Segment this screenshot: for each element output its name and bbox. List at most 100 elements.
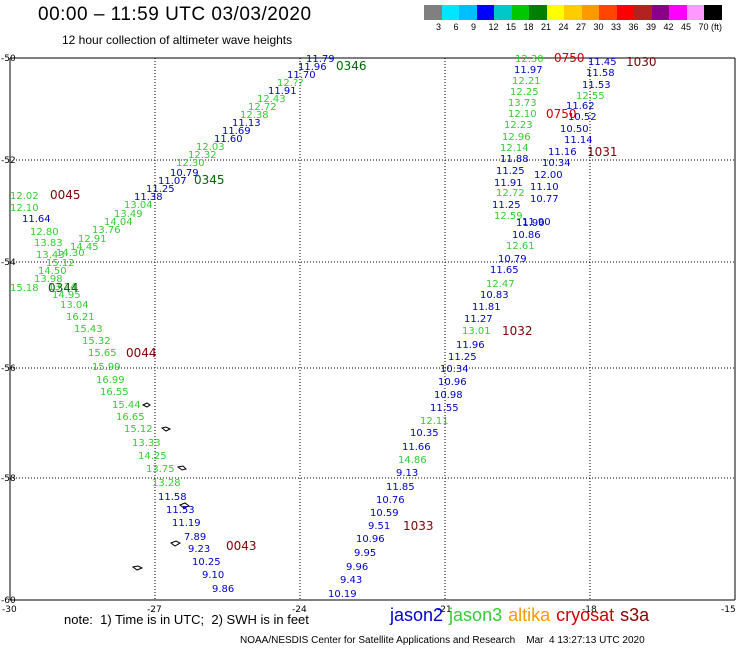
swh-value-label: 12.43 — [257, 94, 286, 105]
swh-value-label: 11.58 — [158, 492, 187, 503]
swh-value-label: 13.04 — [60, 300, 89, 311]
swh-value-label: 14.25 — [138, 451, 167, 462]
credit-line: NOAA/NESDIS Center for Satellite Applica… — [240, 635, 645, 646]
swh-value-label: 11.69 — [222, 126, 251, 137]
swh-value-label: 11.25 — [146, 184, 175, 195]
colorbar-label: 36 — [628, 22, 639, 32]
swh-value-label: 12.10 — [10, 203, 39, 214]
swh-value-label: 11.10 — [530, 182, 559, 193]
island — [178, 502, 191, 509]
swh-value-label: 16.99 — [96, 375, 125, 386]
lat-tick-label: -60 — [1, 596, 16, 606]
colorbar-swatch — [634, 5, 652, 20]
swh-value-label: 11.88 — [500, 154, 529, 165]
swh-value-label: 15.12 — [124, 424, 153, 435]
swh-value-label: 10.59 — [370, 508, 399, 519]
colorbar-swatch — [704, 5, 722, 20]
swh-value-label: 9.51 — [368, 521, 390, 532]
swh-value-label: 12.00 — [534, 170, 563, 181]
colorbar-label: 9 — [471, 22, 477, 32]
swh-value-label: 10.83 — [480, 290, 509, 301]
lon-tick-label: -18 — [582, 605, 597, 615]
satellite-legend: jason2 jason3 altika cryosat s3a — [390, 605, 655, 626]
legend-item-jason3: jason3 — [449, 605, 503, 625]
swh-value-label: 10.34 — [542, 158, 571, 169]
swh-value-label: 13.33 — [132, 438, 161, 449]
colorbar-label: 39 — [646, 22, 657, 32]
swh-value-label: 12.21 — [512, 76, 541, 87]
swh-value-label: 10.79 — [170, 168, 199, 179]
swh-value-label: 10.79 — [498, 254, 527, 265]
swh-value-label: 11.62 — [566, 101, 595, 112]
swh-value-label: 10.76 — [376, 495, 405, 506]
swh-value-label: 11.65 — [490, 265, 519, 276]
swh-value-label: 13.76 — [92, 225, 121, 236]
swh-value-label: 11.27 — [464, 314, 493, 325]
swh-value-label: 10.35 — [410, 428, 439, 439]
island — [131, 565, 144, 571]
colorbar-label: 30 — [593, 22, 604, 32]
swh-value-label: 11.53 — [166, 505, 195, 516]
pass-time-label: 1030 — [626, 55, 657, 69]
pass-time-label: 0345 — [194, 173, 225, 187]
legend-item-s3a: s3a — [620, 605, 650, 625]
lat-tick-label: -56 — [1, 364, 16, 374]
colorbar-swatch — [651, 5, 669, 20]
swh-value-label: 11.85 — [386, 482, 415, 493]
colorbar-swatch — [529, 5, 547, 20]
swh-value-label: 11.79 — [306, 54, 335, 65]
swh-value-label: 11.97 — [514, 65, 543, 76]
lat-tick-label: -54 — [1, 258, 16, 268]
swh-value-label: 11.38 — [134, 192, 163, 203]
island — [169, 540, 182, 547]
swh-value-label: 14.04 — [104, 217, 133, 228]
swh-value-label: 12.96 — [502, 132, 531, 143]
legend-item-jason2: jason2 — [390, 605, 444, 625]
lon-tick-label: -15 — [721, 605, 736, 615]
swh-value-label: 12.47 — [486, 279, 515, 290]
swh-value-label: 14.50 — [38, 266, 67, 277]
pass-time-label: 0750 — [546, 107, 577, 121]
swh-value-label: 13.73 — [508, 98, 537, 109]
colorbar-label: 3 — [436, 22, 442, 32]
swh-value-label: 13.83 — [34, 238, 63, 249]
swh-value-label: 12.30 — [176, 158, 205, 169]
swh-value-label: 13.49 — [114, 209, 143, 220]
colorbar-swatch — [599, 5, 617, 20]
lat-tick-label: -52 — [1, 156, 16, 166]
swh-value-label: 15.32 — [82, 336, 111, 347]
lon-tick-label: -30 — [2, 605, 17, 615]
swh-value-label: 13.01 — [462, 326, 491, 337]
legend-item-cryosat: cryosat — [556, 605, 615, 625]
swh-value-label: 12.38 — [240, 110, 269, 121]
swh-value-label: 14.45 — [70, 242, 99, 253]
swh-value-label: 11.70 — [287, 70, 316, 81]
island — [141, 402, 151, 408]
colorbar-swatch — [441, 5, 459, 20]
swh-value-label: 11.25 — [448, 352, 477, 363]
colorbar-label: 45 — [681, 22, 692, 32]
colorbar-swatch — [686, 5, 704, 20]
colorbar-label: 21 — [541, 22, 552, 32]
colorbar-swatch — [459, 5, 477, 20]
swh-value-label: 9.10 — [202, 570, 224, 581]
swh-value-label: 12.?? — [277, 78, 304, 89]
swh-value-label: 9.13 — [396, 468, 418, 479]
pass-time-label: 1032 — [502, 324, 533, 338]
island — [160, 426, 172, 432]
colorbar-swatch — [581, 5, 599, 20]
swh-value-label: 9.86 — [212, 584, 234, 595]
pass-time-label: 0045 — [50, 188, 81, 202]
swh-value-label: 10.34 — [440, 364, 469, 375]
colorbar-swatch — [546, 5, 564, 20]
swh-value-label: 14.86 — [398, 455, 427, 466]
map-grid — [9, 57, 736, 601]
swh-value-label: 11.58 — [586, 68, 615, 79]
lon-tick-label: -27 — [147, 605, 162, 615]
swh-value-label: 11.64 — [22, 214, 51, 225]
track-layer: 11.7911.9611.7012.??11.9112.4312.7212.38… — [10, 51, 657, 600]
swh-value-label: 12.03 — [196, 142, 225, 153]
swh-value-label: 14.95 — [52, 290, 81, 301]
lat-tick-label: -58 — [1, 474, 16, 484]
swh-value-label: 11.19 — [172, 518, 201, 529]
